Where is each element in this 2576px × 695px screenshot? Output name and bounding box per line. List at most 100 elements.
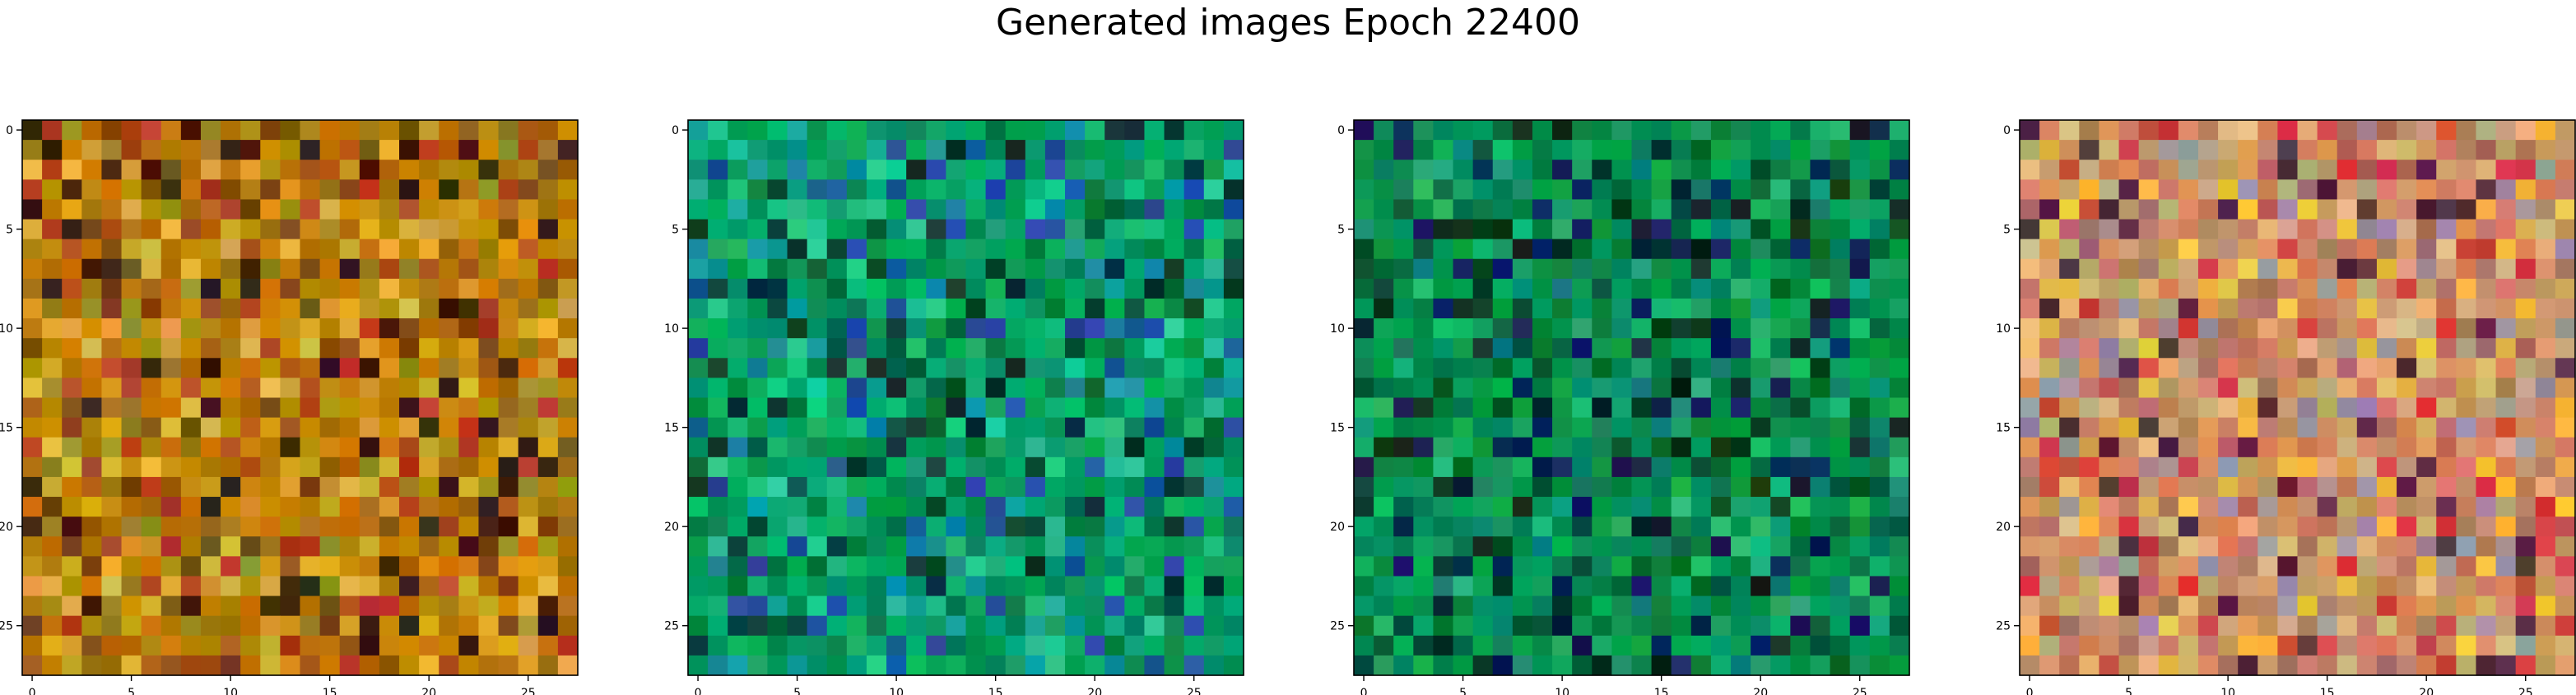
pixel: [2197, 160, 2219, 180]
pixel: [1453, 140, 1474, 160]
pixel: [1869, 120, 1890, 141]
pixel: [1790, 160, 1811, 180]
pixel: [2059, 536, 2080, 557]
pixel: [2238, 258, 2258, 280]
pixel: [1552, 397, 1573, 419]
pixel: [2218, 437, 2239, 458]
pixel: [1532, 120, 1553, 141]
pixel: [2416, 199, 2437, 220]
pixel: [1592, 595, 1612, 617]
pixel: [985, 358, 1007, 378]
pixel: [826, 239, 848, 260]
pixel: [1869, 239, 1890, 260]
pixel: [906, 456, 927, 478]
pixel: [2476, 576, 2497, 597]
pixel: [1203, 556, 1225, 577]
pixel: [2138, 576, 2160, 597]
pixel: [1183, 417, 1205, 438]
pixel: [2476, 397, 2497, 419]
pixel: [1065, 140, 1086, 160]
pixel: [728, 160, 748, 180]
pixel: [1065, 417, 1086, 438]
pixel: [1651, 338, 1672, 359]
pixel: [300, 199, 321, 220]
pixel: [2099, 378, 2120, 399]
pixel: [2099, 476, 2120, 498]
pixel: [2218, 456, 2239, 478]
pixel: [1790, 397, 1811, 419]
pixel: [478, 318, 500, 339]
pixel: [1611, 615, 1633, 637]
pixel: [2356, 278, 2378, 299]
pixel: [1472, 160, 1494, 180]
pixel: [747, 536, 769, 557]
pixel: [708, 160, 728, 180]
pixel: [747, 497, 769, 517]
pixel: [926, 338, 946, 359]
x-tick-label: 20: [1753, 687, 1768, 695]
pixel: [846, 397, 867, 419]
pixel: [1104, 278, 1125, 299]
pixel: [728, 456, 748, 478]
y-tick-label: 10: [1996, 322, 2011, 336]
pixel: [1065, 278, 1086, 299]
pixel: [886, 437, 907, 458]
pixel: [498, 378, 519, 399]
pixel: [2158, 536, 2179, 557]
pixel: [1025, 576, 1046, 597]
pixel: [1710, 278, 1732, 299]
pixel: [946, 239, 967, 260]
pixel: [121, 497, 142, 517]
pixel: [1183, 179, 1205, 201]
pixel: [121, 298, 142, 319]
pixel: [1164, 358, 1185, 378]
pixel: [1810, 179, 1831, 201]
pixel: [826, 140, 848, 160]
pixel: [1889, 179, 1910, 201]
pixel: [1849, 655, 1871, 676]
pixel: [2515, 615, 2536, 637]
pixel: [906, 298, 927, 319]
pixel: [965, 497, 987, 517]
pixel: [300, 576, 321, 597]
pixel: [240, 517, 261, 537]
pixel: [81, 397, 103, 419]
pixel: [1849, 397, 1871, 419]
pixel: [439, 318, 459, 339]
pixel: [1690, 239, 1712, 260]
pixel: [1631, 338, 1653, 359]
pixel: [2397, 655, 2417, 676]
pixel: [1183, 556, 1205, 577]
pixel: [1104, 517, 1125, 537]
pixel: [2277, 456, 2299, 478]
pixel: [1492, 397, 1514, 419]
pixel: [1085, 635, 1105, 656]
pixel: [1869, 378, 1890, 399]
pixel: [81, 120, 103, 141]
pixel: [359, 140, 380, 160]
pixel: [478, 536, 500, 557]
pixel: [2436, 536, 2457, 557]
pixel: [2416, 219, 2437, 240]
pixel: [2317, 536, 2338, 557]
pixel: [1710, 397, 1732, 419]
pixel: [747, 378, 769, 399]
pixel: [1065, 120, 1086, 141]
pixel: [1671, 219, 1692, 240]
pixel: [2297, 219, 2318, 240]
pixel: [767, 397, 788, 419]
pixel: [1869, 397, 1890, 419]
pixel: [2079, 417, 2100, 438]
pixel: [1044, 556, 1066, 577]
pixel: [1374, 298, 1394, 319]
pixel: [926, 160, 946, 180]
pixel: [1065, 318, 1086, 339]
pixel: [1183, 635, 1205, 656]
pixel: [807, 199, 828, 220]
pixel: [260, 517, 281, 537]
pixel: [2436, 595, 2457, 617]
pixel: [1552, 635, 1573, 656]
pixel: [2555, 140, 2576, 160]
pixel: [2238, 140, 2258, 160]
